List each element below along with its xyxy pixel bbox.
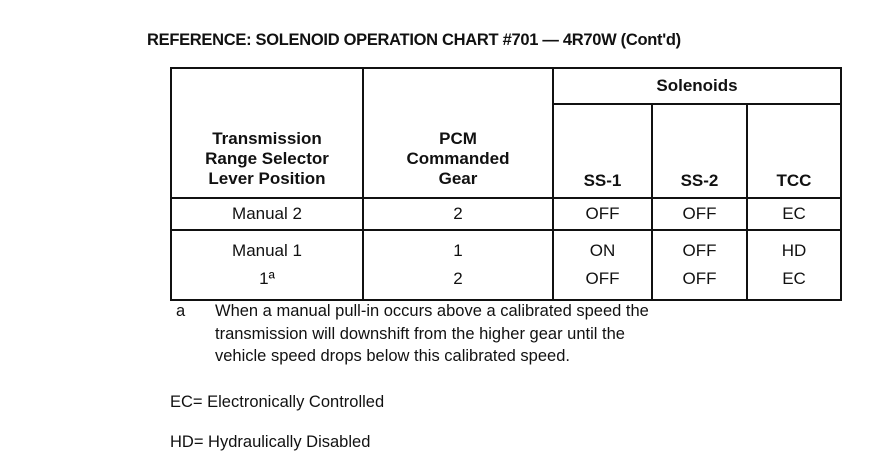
- cell-ss1: ON OFF: [552, 229, 653, 301]
- cell-ss2: OFF: [651, 197, 748, 231]
- header-line: Gear: [438, 169, 478, 188]
- header-ss1: SS-1: [552, 103, 653, 199]
- header-line: PCM: [439, 129, 477, 148]
- cell-position: Manual 1 1ª: [170, 229, 364, 301]
- footnote-line: vehicle speed drops below this calibrate…: [215, 347, 570, 365]
- header-position: Transmission Range Selector Lever Positi…: [170, 67, 364, 199]
- cell-gear: 2: [362, 197, 554, 231]
- cell-ss2: OFF OFF: [651, 229, 748, 301]
- cell-line: 2: [453, 269, 463, 288]
- footnote-text: When a manual pull-in occurs above a cal…: [215, 300, 649, 368]
- cell-line: OFF: [682, 269, 717, 288]
- header-line: Lever Position: [208, 169, 326, 188]
- legend-hd: HD= Hydraulically Disabled: [170, 433, 371, 451]
- header-tcc: TCC: [746, 103, 842, 199]
- header-line: Commanded: [406, 149, 510, 168]
- cell-tcc: HD EC: [746, 229, 842, 301]
- header-line: Transmission: [212, 129, 322, 148]
- legend-ec: EC= Electronically Controlled: [170, 393, 385, 411]
- cell-tcc: EC: [746, 197, 842, 231]
- solenoid-operation-table: Transmission Range Selector Lever Positi…: [170, 67, 842, 301]
- page-title: REFERENCE: SOLENOID OPERATION CHART #701…: [147, 31, 681, 49]
- cell-line: Manual 1: [232, 241, 302, 260]
- cell-ss1: OFF: [552, 197, 653, 231]
- table-row: Manual 2 2 OFF OFF EC: [170, 197, 842, 231]
- cell-line: OFF: [682, 241, 717, 260]
- header-gear: PCM Commanded Gear: [362, 67, 554, 199]
- header-ss2: SS-2: [651, 103, 748, 199]
- footnote-mark: a: [176, 302, 186, 320]
- cell-line: HD: [781, 241, 807, 260]
- footnote-line: transmission will downshift from the hig…: [215, 324, 625, 343]
- cell-line: 1: [453, 241, 463, 260]
- cell-line: 1ª: [259, 269, 275, 288]
- cell-line: EC: [782, 269, 806, 288]
- header-solenoids: Solenoids: [552, 67, 842, 105]
- cell-line: ON: [589, 241, 616, 260]
- cell-line: OFF: [585, 269, 620, 288]
- cell-position: Manual 2: [170, 197, 364, 231]
- header-line: Range Selector: [205, 149, 329, 168]
- footnote-line: When a manual pull-in occurs above a cal…: [215, 302, 649, 320]
